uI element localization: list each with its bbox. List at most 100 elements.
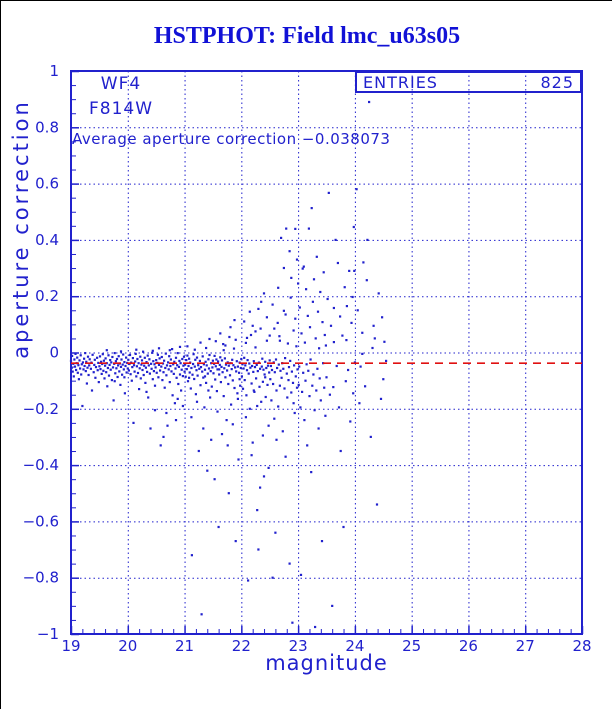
data-point <box>261 357 264 360</box>
data-point <box>288 562 291 565</box>
data-point <box>125 356 128 359</box>
data-point <box>197 449 200 453</box>
data-point <box>229 326 232 329</box>
x-tick-label: 25 <box>402 637 421 655</box>
data-point <box>90 389 94 392</box>
data-point <box>113 352 116 355</box>
data-point <box>339 449 342 453</box>
data-point <box>125 371 128 374</box>
data-point <box>260 300 263 303</box>
data-point <box>227 382 230 386</box>
data-point <box>352 225 355 229</box>
y-tick-label: −0.8 <box>23 569 59 587</box>
data-point <box>308 326 312 329</box>
data-point <box>131 366 134 369</box>
data-point <box>138 388 141 391</box>
data-point <box>171 394 174 397</box>
data-point <box>232 364 235 367</box>
data-point <box>234 540 237 543</box>
y-tick-label: 0.4 <box>35 231 59 249</box>
data-point <box>103 377 106 380</box>
data-point <box>236 397 239 400</box>
data-point <box>261 380 264 383</box>
data-point <box>223 367 226 370</box>
data-point <box>107 354 110 357</box>
data-point <box>157 376 160 379</box>
filter-label: F814W <box>88 99 154 119</box>
data-point <box>272 382 275 386</box>
data-point <box>282 309 285 312</box>
data-point <box>193 348 196 351</box>
data-point <box>279 369 282 372</box>
data-point <box>226 444 229 447</box>
data-point <box>152 370 155 373</box>
data-point <box>165 411 168 415</box>
data-point <box>148 372 151 375</box>
data-point <box>332 306 335 310</box>
data-point <box>151 378 154 381</box>
data-point <box>88 364 91 367</box>
y-tick-label: −1 <box>37 625 59 643</box>
data-point <box>205 346 208 350</box>
data-point <box>139 355 142 358</box>
data-point <box>230 368 233 371</box>
data-point <box>191 373 194 376</box>
data-point <box>366 238 369 241</box>
data-point <box>147 396 150 399</box>
data-point <box>238 371 241 374</box>
data-point <box>174 419 178 422</box>
data-point <box>326 297 329 301</box>
data-point <box>257 548 260 551</box>
data-point <box>114 360 117 363</box>
data-point <box>315 255 318 258</box>
data-point <box>77 364 80 367</box>
data-point <box>359 365 362 368</box>
data-point <box>304 379 307 382</box>
data-point <box>248 362 251 365</box>
data-point <box>260 365 263 368</box>
data-point <box>76 371 79 374</box>
data-point <box>87 373 90 377</box>
data-point <box>123 376 126 379</box>
data-point <box>174 367 177 370</box>
data-point <box>264 360 267 363</box>
data-point <box>146 370 149 373</box>
data-point <box>216 410 219 413</box>
data-point <box>203 375 207 378</box>
data-point <box>349 420 352 423</box>
data-point <box>115 367 118 370</box>
data-point <box>79 367 82 370</box>
data-point <box>193 377 196 381</box>
data-point <box>352 392 355 395</box>
data-point <box>119 383 122 386</box>
data-point <box>263 373 266 376</box>
data-point <box>294 375 297 378</box>
data-point <box>206 469 209 472</box>
data-point <box>355 188 358 191</box>
data-point <box>251 364 254 368</box>
data-point <box>298 365 301 368</box>
data-point <box>250 382 253 385</box>
data-point <box>162 435 165 438</box>
data-point <box>151 351 154 354</box>
data-point <box>264 376 267 379</box>
data-point <box>195 400 199 403</box>
data-point <box>195 369 198 372</box>
data-point <box>287 366 291 369</box>
data-point <box>231 358 234 361</box>
data-point <box>214 340 217 343</box>
data-point <box>115 357 119 361</box>
data-point <box>234 338 237 341</box>
data-point <box>314 625 317 629</box>
data-point <box>282 367 285 370</box>
data-point <box>200 613 203 616</box>
data-point <box>322 271 325 274</box>
x-tick-label: 27 <box>516 637 535 655</box>
data-point <box>277 286 280 289</box>
y-tick-label: 0.6 <box>35 175 59 193</box>
data-point <box>71 354 74 357</box>
data-point <box>117 364 120 367</box>
data-point <box>177 382 180 386</box>
data-point <box>169 358 172 361</box>
data-point <box>259 367 262 370</box>
